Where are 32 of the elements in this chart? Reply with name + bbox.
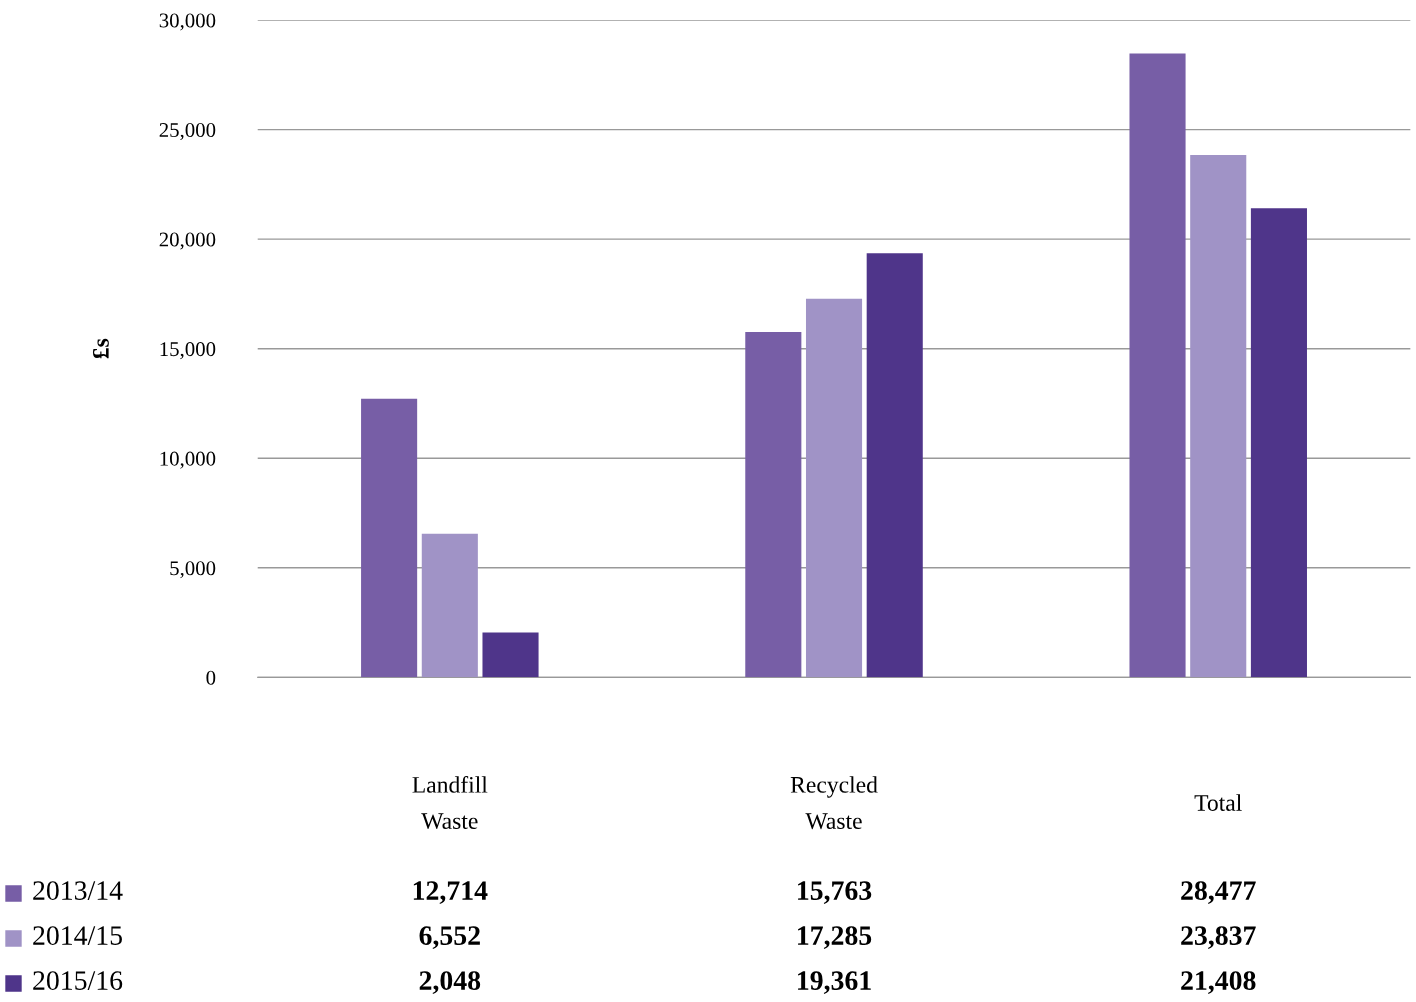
y-tick-label: 30,000	[159, 13, 216, 31]
y-tick-label: 15,000	[160, 342, 216, 360]
bar	[1190, 155, 1247, 678]
bar	[866, 253, 923, 678]
bar	[1250, 208, 1307, 678]
legend-label: 2013/14	[33, 881, 123, 900]
bar	[361, 398, 418, 678]
data-label: 21,408	[1181, 971, 1256, 994]
y-axis-title: £s	[92, 338, 109, 359]
bar	[805, 298, 863, 678]
data-label: 17,285	[798, 926, 872, 949]
y-tick-label: 10,000	[160, 451, 216, 469]
y-tick-label: 25,000	[159, 122, 216, 141]
x-tick-label: Recycled Waste	[790, 776, 878, 830]
y-tick-label: 0	[206, 670, 216, 685]
legend-label: 2014/15	[33, 926, 122, 945]
data-label: 15,763	[798, 881, 872, 904]
data-label: 6,552	[419, 926, 480, 949]
y-tick-label: 5,000	[170, 561, 216, 579]
legend-label: 2015/16	[33, 971, 123, 990]
y-tick-label: 20,000	[159, 232, 216, 250]
data-label: 23,837	[1181, 926, 1256, 949]
x-tick-label: Landfill Waste	[412, 775, 488, 830]
bar	[421, 533, 478, 678]
bar	[482, 632, 539, 678]
bar	[1129, 53, 1186, 678]
bar	[745, 331, 802, 678]
data-label: 28,477	[1181, 881, 1256, 904]
data-label: 2,048	[419, 971, 481, 994]
data-label: 12,714	[413, 881, 488, 904]
data-label: 19,361	[798, 971, 871, 994]
x-tick-label: Total	[1194, 794, 1242, 811]
